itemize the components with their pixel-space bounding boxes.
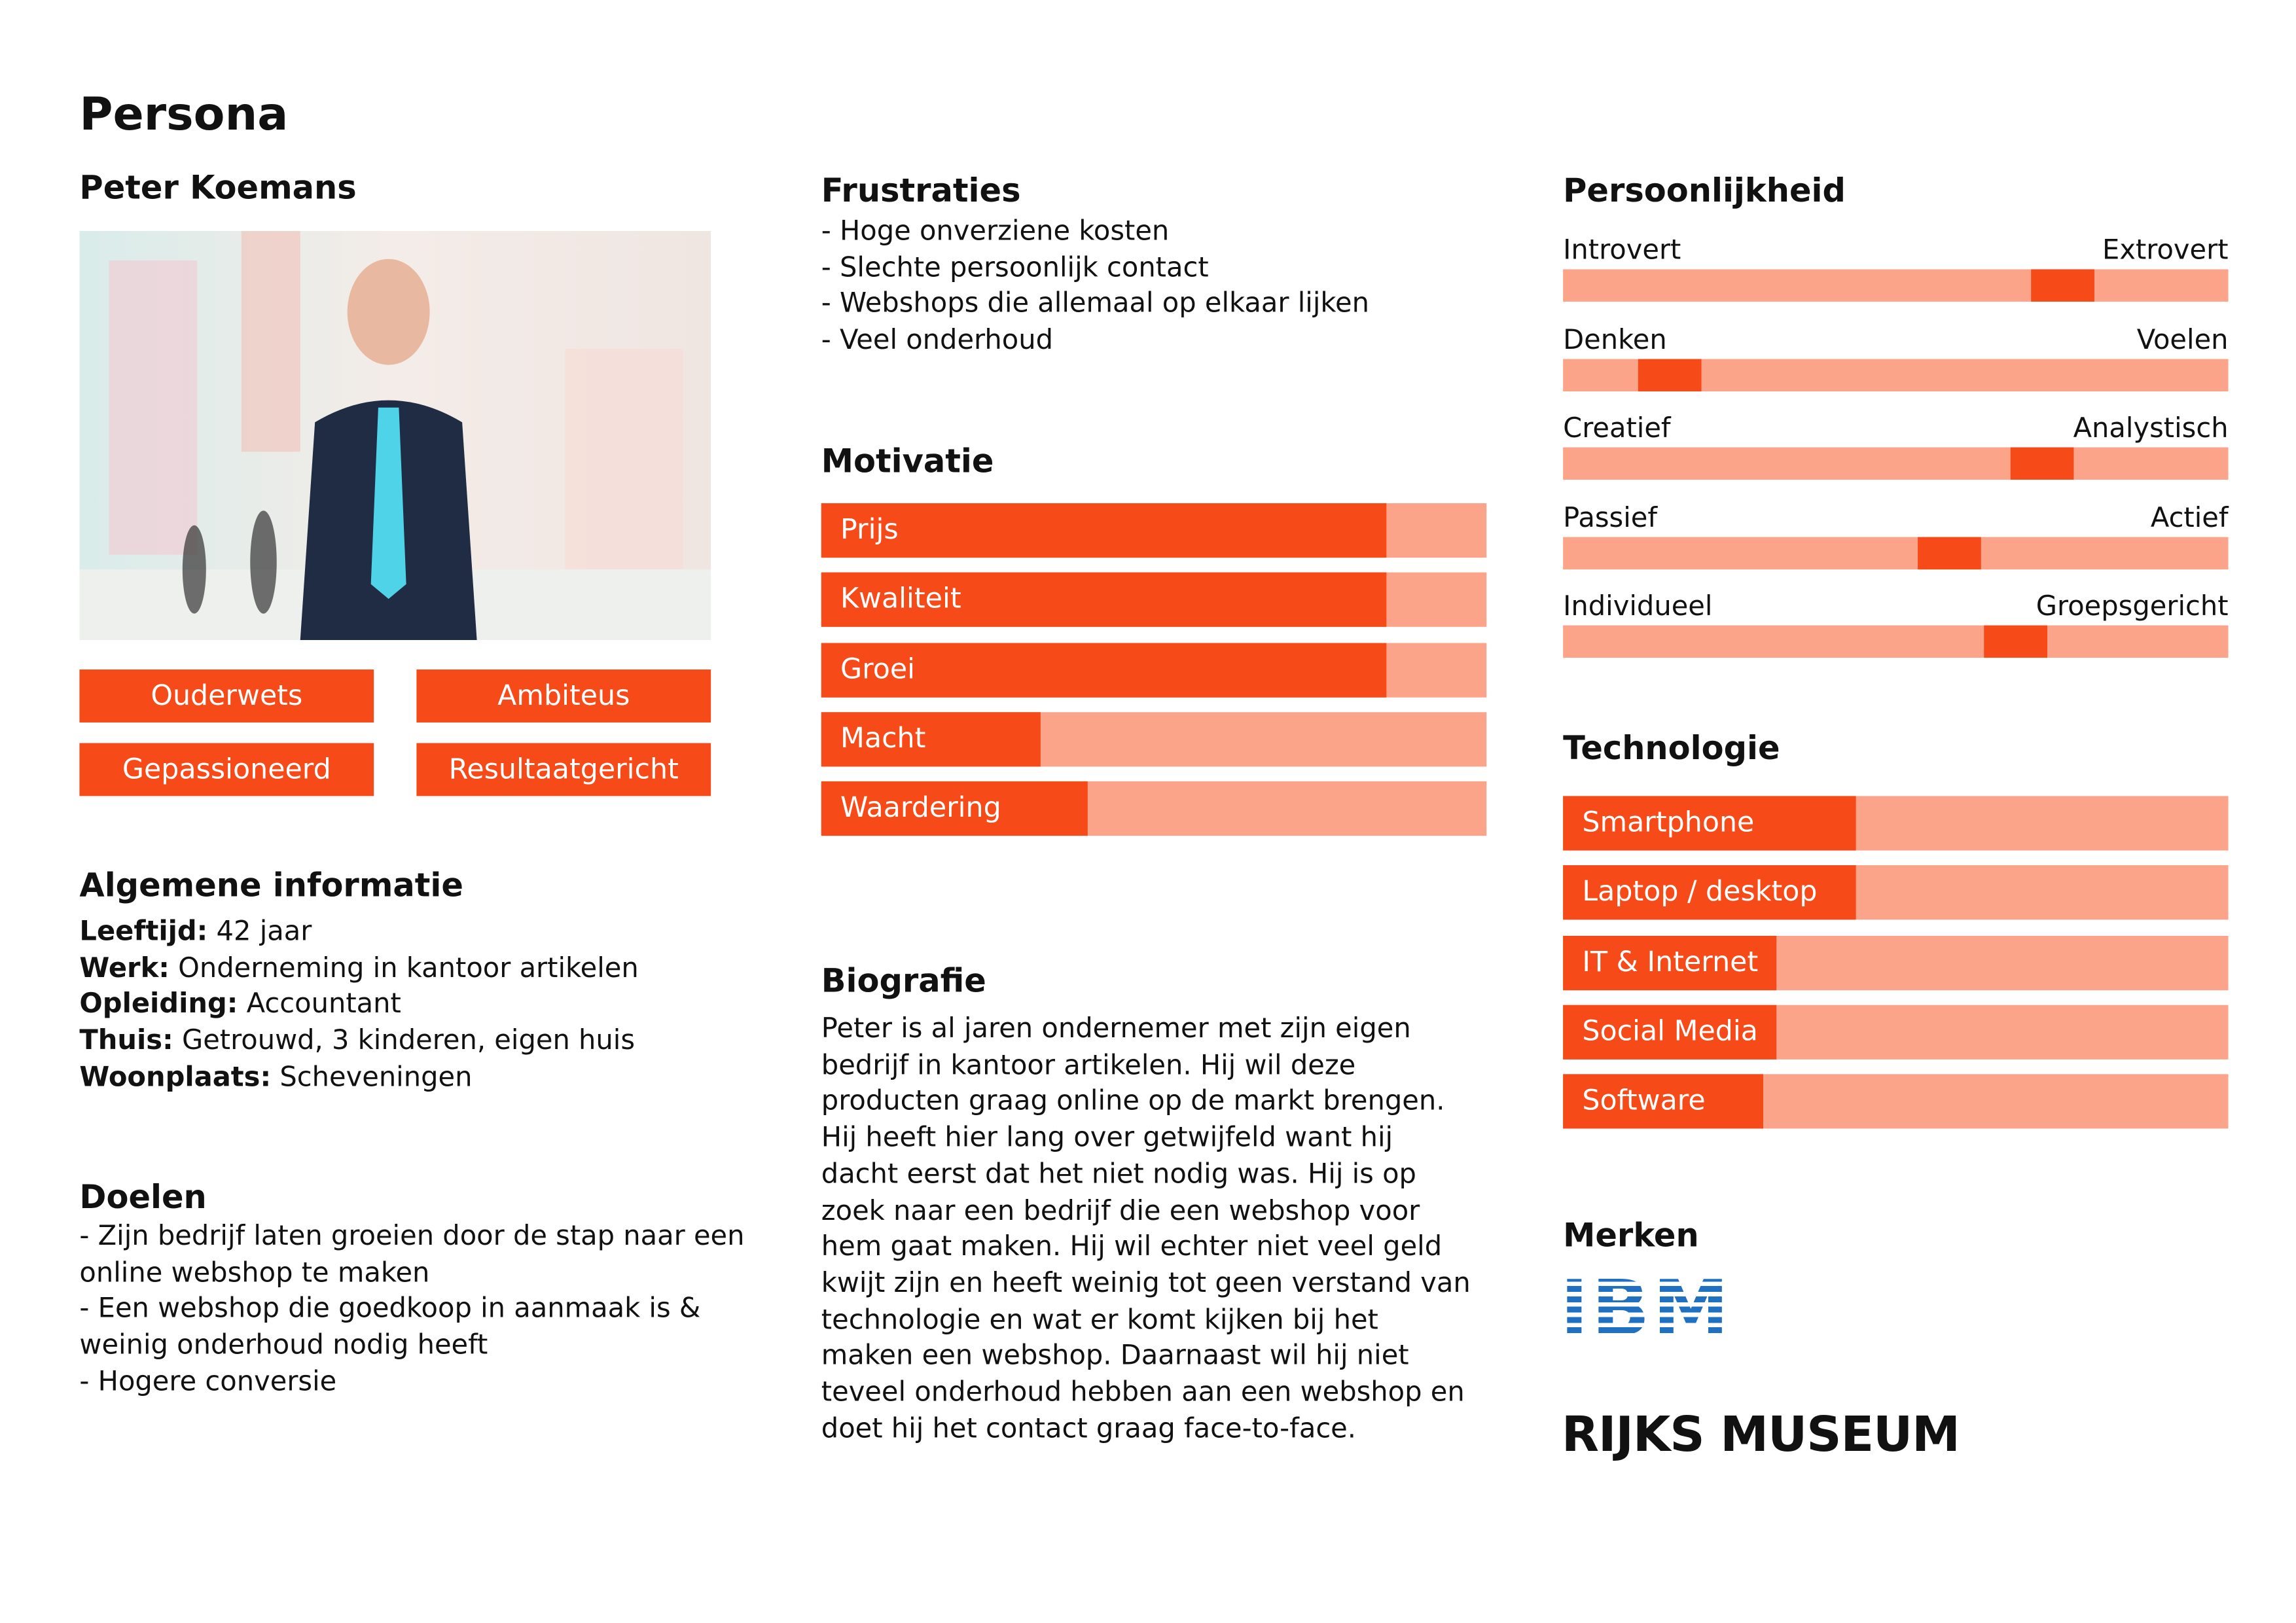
frustrations-list: - Hoge onverziene kosten - Slechte persoo… [821,215,1486,360]
info-value: Getrouwd, 3 kinderen, eigen huis [181,1026,636,1057]
bar-track: Kwaliteit [821,573,1487,628]
bar-label: Laptop / desktop [1582,876,1818,908]
bar-track: Macht [821,711,1487,767]
scale-track [1563,269,2229,302]
scale-marker [1917,536,1981,569]
section-title: Doelen [79,1180,207,1217]
info-row: Woonplaats: Scheveningen [79,1061,756,1097]
biography-text: Peter is al jaren ondernemer met zijn ei… [821,1014,1471,1445]
info-label: Woonplaats: [79,1061,272,1094]
info-label: Thuis: [79,1026,173,1057]
bar-track: Smartphone [1563,796,2229,851]
bar-label: Smartphone [1582,806,1755,839]
persona-name: Peter Koemans [79,170,357,208]
info-value: Scheveningen [279,1061,473,1094]
scale-right-label: Extrovert [2102,235,2229,266]
scale-marker [1983,625,2047,658]
info-row: Opleiding: Accountant [79,988,756,1025]
bar-fill [821,503,1387,558]
bar-fill [821,573,1387,628]
scale-right-label: Voelen [2136,324,2229,355]
bar-fill [1563,796,1856,851]
bar-track: Software [1563,1074,2229,1129]
info-label: Werk: [79,953,170,984]
trait-tag: Gepassioneerd [79,743,374,796]
scale-track [1563,447,2229,480]
scale-left-label: Denken [1563,324,1667,355]
section-title: Algemene informatie [79,868,463,905]
scale-marker [1638,358,1702,391]
section-title: Motivatie [821,444,994,482]
section-title: Merken [1563,1218,1699,1255]
bar-label: Waardering [840,792,1001,825]
persona-photo [79,231,711,641]
section-title: Biografie [821,963,986,1001]
frustration-item: - Webshops die allemaal op elkaar lijken [821,289,1369,320]
section-title: Persoonlijkheid [1563,173,1846,211]
general-info: Leeftijd: 42 jaar Werk: Onderneming in ka… [79,916,756,1097]
scale-track [1563,358,2229,391]
info-label: Leeftijd: [79,916,208,948]
bar-label: Software [1582,1084,1706,1117]
scale-right-label: Actief [2150,502,2229,534]
bar-fill [821,642,1387,697]
scale-left-label: Passief [1563,502,1658,534]
bar-label: Prijs [840,513,899,546]
bar-track: Groei [821,642,1487,697]
bar-label: Social Media [1582,1015,1758,1048]
goal-item: - Hogere conversie [79,1366,337,1398]
goals-list: - Zijn bedrijf laten groeien door de sta… [79,1220,756,1402]
section-title: Technologie [1563,731,1780,768]
bar-track: Waardering [821,781,1487,836]
page-title: Persona [79,88,289,141]
bar-label: IT & Internet [1582,945,1759,978]
bar-label: Kwaliteit [840,583,961,616]
goal-item: - Een webshop die goedkoop in aanmaak is… [79,1294,701,1362]
bar-track: Prijs [821,503,1487,558]
bar-track: IT & Internet [1563,935,2229,990]
bar-fill [1563,865,1856,920]
trait-tag: Ouderwets [79,669,374,722]
frustration-item: - Slechte persoonlijk contact [821,253,1209,284]
bar-fill [1563,1074,1763,1129]
scale-track [1563,625,2229,658]
scale-left-label: Creatief [1563,413,1671,445]
trait-tag: Resultaatgericht [416,743,711,796]
scale-left-label: Introvert [1563,235,1681,266]
bar-fill [1563,1005,1776,1060]
scale-track [1563,536,2229,569]
info-value: Onderneming in kantoor artikelen [178,953,639,984]
brand-logo: RIJKS MUSEUM [1561,1405,1960,1463]
scale-left-label: Individueel [1563,591,1713,623]
section-title: Frustraties [821,173,1021,211]
scale-right-label: Groepsgericht [2036,591,2229,623]
scale-marker [2030,269,2094,302]
frustration-item: - Veel onderhoud [821,325,1054,357]
info-value: 42 jaar [216,916,312,948]
info-row: Leeftijd: 42 jaar [79,916,756,952]
bar-track: Social Media [1563,1005,2229,1060]
brand-logo: IBM [1560,1265,1732,1354]
bar-track: Laptop / desktop [1563,865,2229,920]
trait-tag: Ambiteus [416,669,711,722]
scale-marker [2010,447,2074,480]
info-value: Accountant [246,989,401,1021]
bar-label: Groei [840,652,916,685]
bar-fill [1563,935,1776,990]
goal-item: - Zijn bedrijf laten groeien door de sta… [79,1221,745,1289]
info-row: Werk: Onderneming in kantoor artikelen [79,952,756,988]
frustration-item: - Hoge onverziene kosten [821,216,1170,247]
bar-fill [821,711,1041,767]
scale-right-label: Analystisch [2073,413,2229,445]
info-row: Thuis: Getrouwd, 3 kinderen, eigen huis [79,1024,756,1061]
bar-fill [821,781,1088,836]
info-label: Opleiding: [79,989,238,1021]
bar-label: Macht [840,722,926,755]
